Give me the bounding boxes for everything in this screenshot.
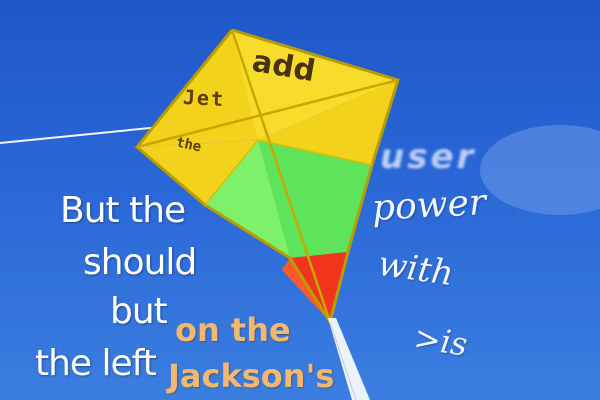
sky-word-user: user [380, 137, 477, 177]
kite-seam-2 [204, 139, 259, 206]
orange-word-jacksons: Jackson's [168, 357, 335, 395]
kite-seam [257, 139, 373, 166]
kite-right-panel [258, 80, 398, 165]
sky-word-but-the: But the [60, 190, 186, 231]
sky-word-is: >is [411, 318, 470, 364]
sky-word-but: but [110, 291, 168, 332]
kite-green-left-panel [205, 140, 290, 258]
kite-tail [328, 318, 370, 400]
kite-left-panel [137, 140, 258, 205]
sky-word-the-left: the left [35, 343, 157, 384]
sky-word-with: with [375, 243, 456, 295]
sky-word-power: power [370, 182, 488, 229]
kite-cross-spar [136, 78, 399, 149]
cloud-shape [480, 125, 600, 215]
orange-word-on-the: on the [175, 311, 291, 349]
kite-red-left-panel [282, 258, 330, 322]
kite-word-jet: Jet [182, 84, 226, 112]
sky-word-should: should [83, 242, 197, 283]
kite-tail-line [329, 321, 357, 400]
kite-spine-spar [230, 29, 332, 323]
